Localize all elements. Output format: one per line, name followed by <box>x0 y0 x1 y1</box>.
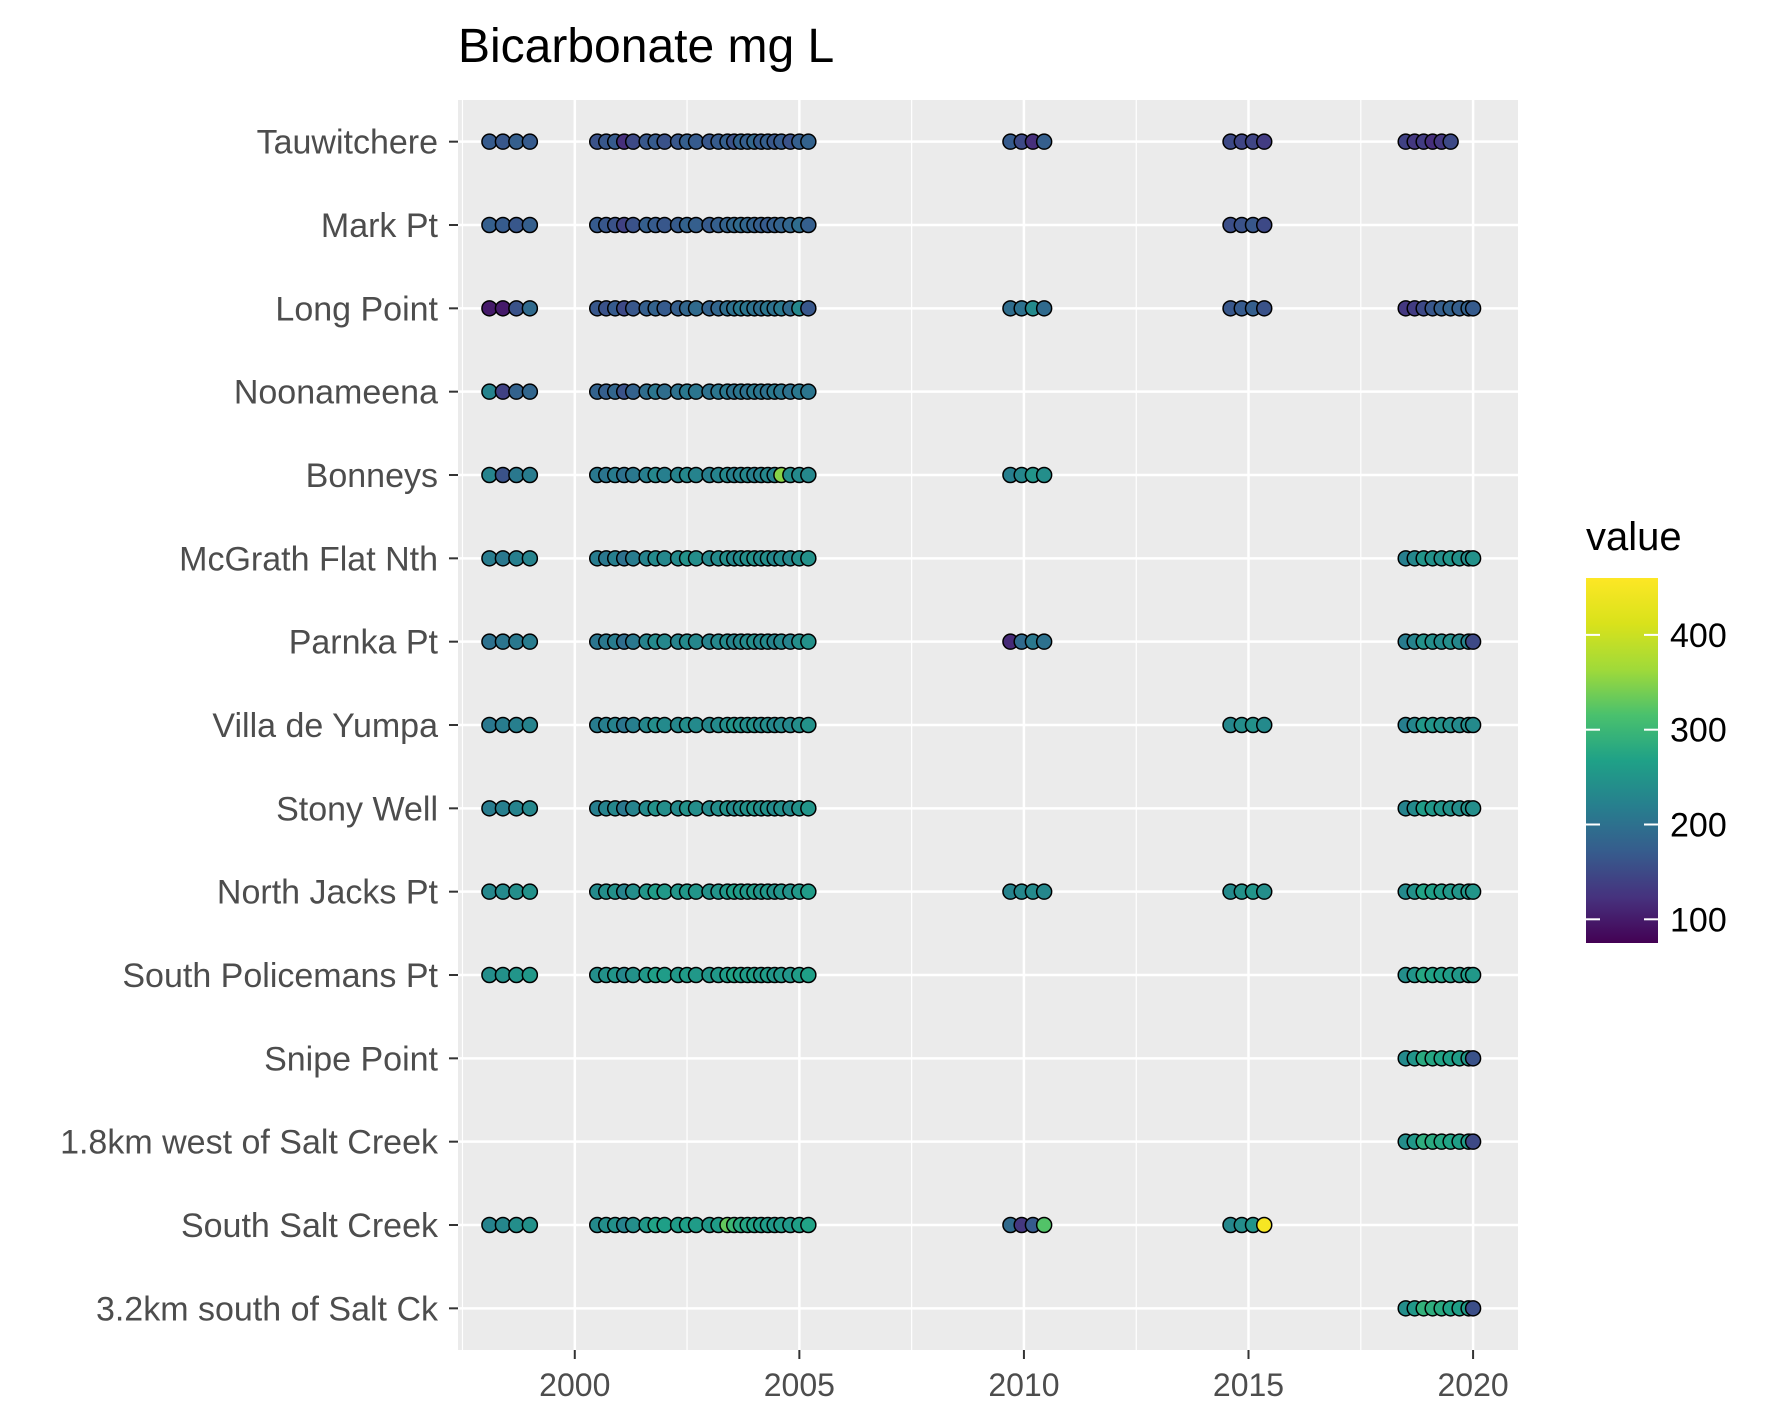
colorbar-tick-label: 100 <box>1670 901 1727 939</box>
data-point <box>800 716 817 734</box>
data-point <box>521 300 539 317</box>
colorbar-tick-label: 300 <box>1670 712 1727 750</box>
x-tick-label: 2020 <box>1437 1367 1508 1403</box>
data-point <box>521 800 539 817</box>
data-point <box>1464 1050 1482 1067</box>
data-point <box>1464 1300 1482 1317</box>
y-tick-label: Bonneys <box>306 457 438 495</box>
data-point <box>800 133 817 150</box>
x-axis: 2000 2005 2010 2015 2020 <box>539 1350 1509 1403</box>
data-point <box>1255 133 1273 150</box>
data-point <box>1255 883 1273 900</box>
data-point <box>1464 883 1482 900</box>
data-point <box>1464 800 1482 817</box>
data-point <box>521 216 539 234</box>
data-point <box>1464 1133 1482 1150</box>
y-tick-label: Parnka Pt <box>289 624 439 662</box>
y-axis: Tauwitchere Mark Pt Long Point Noonameena Bo… <box>60 124 458 1328</box>
data-point <box>1464 300 1482 317</box>
colorbar-legend: value 100 200 300 400 <box>1586 515 1727 943</box>
data-point <box>1255 1216 1273 1234</box>
data-point <box>521 966 539 984</box>
data-point <box>521 550 539 567</box>
data-point <box>800 466 817 484</box>
data-point <box>1464 633 1482 650</box>
y-tick-label: McGrath Flat Nth <box>179 540 438 578</box>
colorbar-tick-label: 400 <box>1670 617 1727 655</box>
data-point <box>800 300 817 317</box>
y-tick-label: South Salt Creek <box>181 1207 439 1245</box>
data-point <box>800 633 817 650</box>
data-point <box>521 1216 539 1234</box>
data-point <box>1035 1216 1053 1234</box>
data-point <box>800 966 817 984</box>
data-point <box>800 383 817 400</box>
colorbar-ticks: 100 200 300 400 <box>1586 617 1727 939</box>
x-tick-label: 2015 <box>1213 1367 1284 1403</box>
x-tick-label: 2005 <box>764 1367 835 1403</box>
data-point <box>1035 466 1053 484</box>
x-tick-label: 2000 <box>539 1367 610 1403</box>
y-tick-label: Mark Pt <box>321 207 439 245</box>
colorbar-gradient <box>1586 578 1658 943</box>
data-point <box>521 133 539 150</box>
data-point <box>521 883 539 900</box>
data-point <box>521 716 539 734</box>
data-point <box>1255 216 1273 234</box>
y-tick-label: South Policemans Pt <box>122 957 438 995</box>
y-tick-label: Noonameena <box>234 374 438 412</box>
data-point <box>1035 883 1053 900</box>
data-point <box>1464 550 1482 567</box>
data-point <box>1035 133 1053 150</box>
data-point <box>1255 716 1273 734</box>
y-tick-label: Stony Well <box>276 790 438 828</box>
data-point <box>521 383 539 400</box>
data-point <box>1442 133 1459 150</box>
y-tick-label: North Jacks Pt <box>217 874 439 912</box>
data-point <box>1255 300 1273 317</box>
data-point <box>521 633 539 650</box>
x-tick-label: 2010 <box>988 1367 1059 1403</box>
data-point <box>800 1216 817 1234</box>
y-tick-label: 3.2km south of Salt Ck <box>96 1290 439 1328</box>
data-point <box>800 216 817 234</box>
y-tick-label: Snipe Point <box>264 1040 438 1078</box>
legend-title: value <box>1586 515 1682 559</box>
chart-title: Bicarbonate mg L <box>458 20 834 73</box>
y-tick-label: 1.8km west of Salt Creek <box>60 1124 439 1162</box>
data-points <box>481 133 1482 1317</box>
y-tick-label: Long Point <box>275 290 438 328</box>
y-tick-label: Tauwitchere <box>257 124 438 162</box>
y-tick-label: Villa de Yumpa <box>212 707 438 745</box>
data-point <box>800 883 817 900</box>
data-point <box>521 466 539 484</box>
data-point <box>1464 716 1482 734</box>
data-point <box>1464 966 1482 984</box>
data-point <box>800 550 817 567</box>
data-point <box>1035 300 1053 317</box>
data-point <box>800 800 817 817</box>
data-point <box>1035 633 1053 650</box>
colorbar-tick-label: 200 <box>1670 806 1727 844</box>
